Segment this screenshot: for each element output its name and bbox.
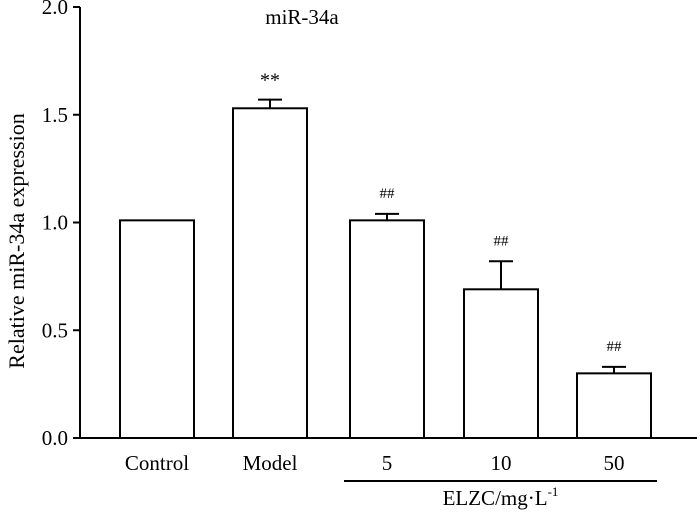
y-tick-label: 1.5	[42, 103, 68, 127]
bar	[119, 219, 195, 439]
significance-label: ##	[380, 186, 396, 202]
category-labels: Control Model 5 10 50	[125, 451, 625, 475]
group-label: ELZC/mg·L-1	[443, 484, 559, 510]
significance-label: ##	[494, 233, 510, 249]
y-tick-label: 1.0	[42, 211, 68, 235]
bar	[232, 107, 308, 439]
category-label: 50	[604, 451, 625, 475]
y-axis-title: Relative miR-34a expression	[4, 113, 29, 368]
significance-label: **	[260, 70, 280, 92]
significance-label: ##	[607, 339, 623, 355]
y-tick-label: 0.5	[42, 318, 68, 342]
category-label: 10	[491, 451, 512, 475]
y-tick-label: 0.0	[42, 426, 68, 450]
group-label-text: ELZC/mg·L	[443, 486, 548, 510]
category-label: 5	[382, 451, 393, 475]
category-label: Model	[243, 451, 298, 475]
bars: ** ## ## ##	[119, 70, 652, 440]
bar	[463, 288, 539, 439]
group-label-superscript: -1	[548, 484, 559, 499]
bar	[349, 219, 425, 439]
y-tick-label: 2.0	[42, 0, 68, 19]
bar	[576, 372, 652, 440]
chart-title: miR-34a	[265, 5, 339, 29]
y-ticks: 0.0 0.5 1.0 1.5 2.0	[42, 0, 80, 450]
category-label: Control	[125, 451, 189, 475]
